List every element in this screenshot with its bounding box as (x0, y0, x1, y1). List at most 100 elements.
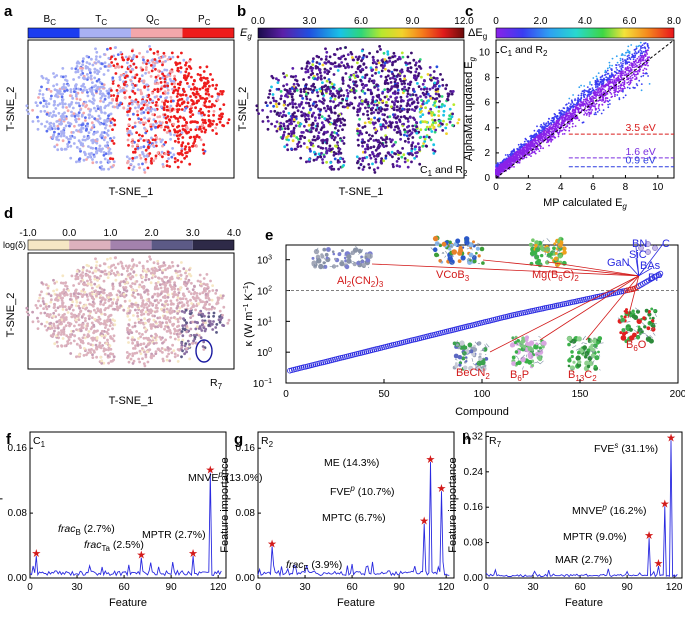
point (599, 92, 601, 94)
point (452, 103, 456, 106)
point (145, 103, 149, 107)
point (131, 156, 135, 160)
point (145, 83, 149, 87)
point (113, 123, 117, 127)
point (577, 100, 580, 103)
point (91, 158, 94, 161)
point (615, 81, 617, 84)
point (255, 104, 259, 108)
point (582, 93, 585, 95)
point (311, 63, 315, 66)
point (79, 149, 82, 153)
point (425, 90, 429, 94)
point (87, 131, 91, 135)
point (52, 110, 56, 114)
point (377, 145, 380, 149)
point (53, 100, 56, 104)
point (628, 87, 631, 90)
point (279, 111, 282, 115)
point (371, 106, 375, 110)
point (120, 56, 124, 59)
point (126, 113, 130, 117)
point (382, 118, 386, 121)
point (626, 78, 628, 81)
point (345, 89, 349, 92)
point (316, 73, 319, 76)
point (537, 139, 540, 141)
point (432, 76, 436, 80)
point (418, 60, 421, 63)
point (65, 136, 69, 139)
point (122, 88, 126, 92)
point (194, 106, 198, 110)
point (114, 57, 117, 61)
point (535, 133, 538, 136)
point (88, 62, 91, 66)
point (187, 72, 191, 75)
point (398, 118, 402, 122)
point (626, 82, 629, 84)
point (212, 119, 215, 123)
point (450, 92, 454, 96)
point (647, 64, 649, 67)
point (218, 114, 222, 117)
point (291, 98, 295, 101)
point (433, 97, 437, 101)
point (102, 167, 106, 171)
point (363, 92, 367, 95)
point (313, 150, 316, 154)
point (361, 141, 364, 145)
point (146, 59, 150, 63)
point (51, 136, 55, 139)
point (403, 139, 407, 143)
point (361, 75, 364, 79)
point (79, 108, 82, 112)
point (107, 152, 110, 156)
point (126, 61, 129, 65)
point (633, 70, 635, 73)
point (343, 105, 347, 109)
colorbar-tick-label: 0.0 (251, 16, 265, 27)
point (128, 157, 132, 161)
point (546, 128, 549, 131)
point (173, 157, 177, 160)
point (629, 81, 632, 84)
point (328, 122, 332, 126)
point (408, 104, 412, 107)
point (137, 163, 141, 166)
point (134, 106, 137, 110)
point (333, 97, 337, 101)
point (164, 99, 168, 103)
point (508, 156, 511, 159)
point (633, 64, 635, 66)
point (406, 165, 410, 169)
point (379, 48, 382, 51)
point (356, 113, 360, 117)
point (190, 75, 193, 79)
point (402, 89, 406, 93)
point (171, 107, 175, 111)
point (621, 81, 624, 84)
point (204, 88, 208, 92)
point (367, 163, 371, 166)
point (202, 70, 206, 73)
point (396, 58, 400, 61)
point (526, 153, 529, 156)
point (625, 69, 628, 71)
point (86, 94, 90, 98)
point (34, 101, 38, 104)
point (283, 100, 286, 104)
point (322, 132, 326, 136)
point (440, 95, 444, 98)
point (561, 129, 564, 132)
point (513, 150, 515, 153)
point (595, 108, 598, 110)
point (127, 104, 130, 108)
point (634, 60, 636, 63)
point (191, 82, 195, 86)
point (644, 55, 647, 58)
point (391, 163, 395, 166)
point (616, 94, 619, 96)
point (131, 159, 135, 163)
point (383, 138, 387, 142)
